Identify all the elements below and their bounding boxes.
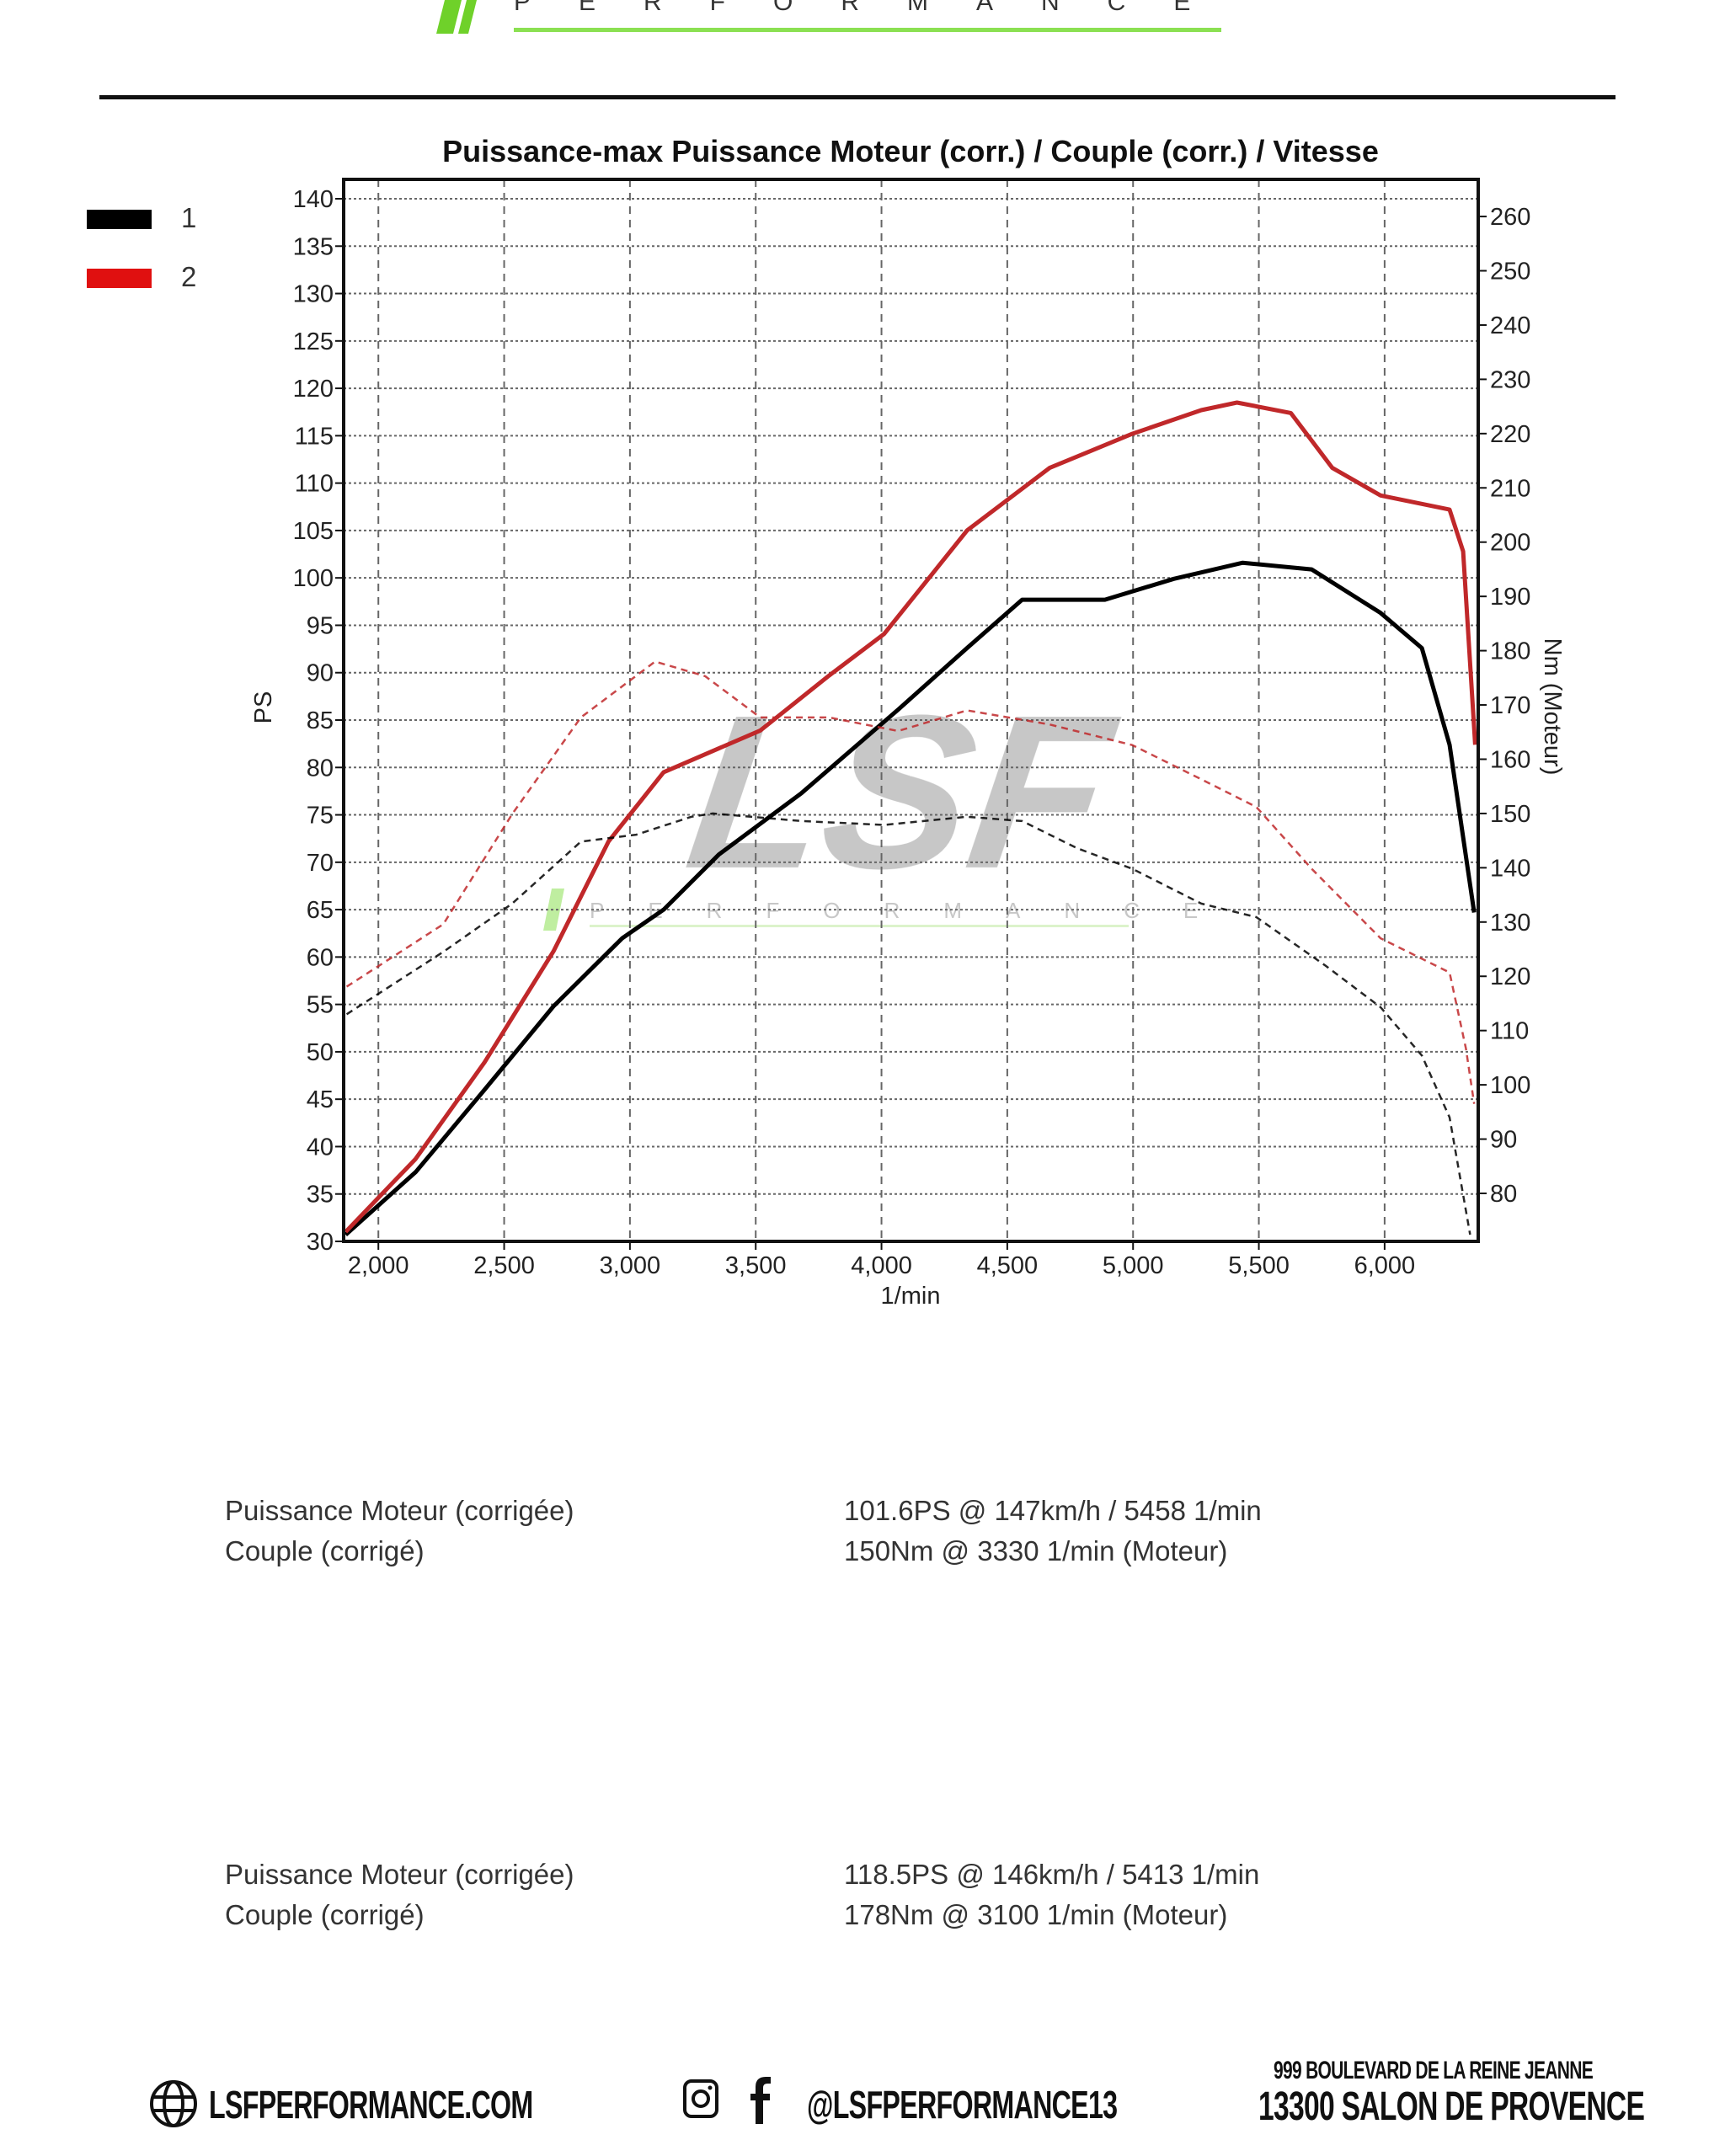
series-1-torque-line [345, 812, 1471, 1235]
y-right-tick-label: 130 [1490, 910, 1530, 937]
series-2-power-line [344, 400, 1477, 1234]
result-label: Puissance Moteur (corrigée) [225, 1859, 574, 1890]
instagram-icon[interactable] [682, 2079, 719, 2119]
y-left-tick-label: 60 [307, 944, 334, 971]
legend-label: 1 [181, 202, 197, 233]
y-right-tick-label: 80 [1490, 1181, 1517, 1208]
y-left-axis-label: PS [250, 691, 277, 724]
y-left-tick-label: 50 [307, 1039, 334, 1066]
result-value: 118.5PS @ 146km/h / 5413 1/min [844, 1859, 1260, 1890]
y-right-tick-label: 190 [1490, 584, 1530, 611]
result-label: Couple (corrigé) [225, 1535, 425, 1566]
series-1-power-line [344, 560, 1477, 1236]
y-left-tick-label: 135 [293, 233, 334, 260]
logo-mark-icon [436, 0, 1221, 34]
y-right-axis-label: Nm (Moteur) [1539, 638, 1566, 776]
series-2-torque-line [345, 660, 1476, 1104]
y-left-tick-label: 75 [307, 803, 334, 830]
y-right-tick-label: 160 [1490, 746, 1530, 773]
watermark-logo: LSF PERFORMANCE [543, 670, 1242, 931]
result-value: 150Nm @ 3330 1/min (Moteur) [844, 1535, 1228, 1566]
result-row: Couple (corrigé) 150Nm @ 3330 1/min (Mote… [225, 1531, 1227, 1572]
social-handle-link[interactable]: @LSFPERFORMANCE13 [807, 2083, 1118, 2127]
y-left-tick-label: 125 [293, 328, 334, 355]
result-value: 178Nm @ 3100 1/min (Moteur) [844, 1899, 1228, 1930]
y-left-tick-label: 105 [293, 518, 334, 545]
dyno-chart: LSF PERFORMANCE 30 35 40 45 50 55 60 65 70 75 80 85… [250, 134, 1566, 1310]
website-link[interactable]: LSFPERFORMANCE.COM [209, 2083, 533, 2127]
y-left-tick-label: 120 [293, 376, 334, 403]
x-tick-label: 3,500 [725, 1252, 787, 1279]
y-right-tick-label: 140 [1490, 855, 1530, 882]
result-row: Puissance Moteur (corrigée) 118.5PS @ 146… [225, 1854, 1259, 1895]
x-tick-label: 2,500 [473, 1252, 535, 1279]
y-right-tick-label: 100 [1490, 1072, 1530, 1099]
y-right-tick-label: 210 [1490, 475, 1530, 502]
result-value: 101.6PS @ 147km/h / 5458 1/min [844, 1495, 1262, 1526]
x-tick-label: 4,500 [977, 1252, 1039, 1279]
plot-frame [342, 178, 1480, 1243]
address-line-2: 13300 SALON DE PROVENCE [1258, 2084, 1645, 2129]
legend-swatch [87, 210, 152, 229]
y-left-tick-label: 90 [307, 660, 334, 687]
y-left-tick-label: 85 [307, 707, 334, 734]
y-left-tick-label: 115 [295, 423, 334, 450]
logo-text: PERFORMANCE [514, 0, 1239, 16]
address-line-1: 999 BOULEVARD DE LA REINE JEANNE [1274, 2057, 1594, 2084]
y-right-tick-label: 250 [1490, 259, 1530, 286]
legend-swatch [87, 269, 152, 288]
y-left-tick-label: 30 [307, 1229, 334, 1256]
legend-label: 2 [181, 261, 197, 292]
footer: LSFPERFORMANCE.COM @LSFPERFORMANCE13 999… [0, 2038, 1725, 2156]
svg-text:PERFORMANCE: PERFORMANCE [590, 898, 1242, 923]
y-right-tick-label: 110 [1490, 1018, 1529, 1045]
result-block-2: Puissance Moteur (corrigée) 118.5PS @ 146… [225, 1854, 1259, 1935]
y-right-tick-label: 120 [1490, 963, 1530, 990]
y-right-tick-label: 170 [1490, 692, 1530, 719]
y-right-tick-label: 220 [1490, 421, 1530, 448]
x-tick-label: 2,000 [348, 1252, 409, 1279]
x-tick-label: 4,000 [851, 1252, 912, 1279]
y-right-tick-label: 150 [1490, 801, 1530, 828]
svg-text:LSF: LSF [676, 670, 1130, 915]
y-right-tick-label: 260 [1490, 204, 1530, 231]
y-left-tick-label: 40 [307, 1134, 334, 1161]
header-divider [99, 95, 1616, 99]
x-tick-label: 6,000 [1354, 1252, 1416, 1279]
y-left-tick-label: 95 [307, 612, 334, 639]
result-block-1: Puissance Moteur (corrigée) 101.6PS @ 147… [225, 1491, 1262, 1572]
x-tick-label: 5,500 [1228, 1252, 1290, 1279]
y-left-tick-label: 80 [307, 755, 334, 782]
y-left-tick-label: 35 [307, 1182, 334, 1209]
x-tick-label: 5,000 [1103, 1252, 1164, 1279]
y-left-tick-label: 130 [293, 281, 334, 308]
y-right-tick-label: 90 [1490, 1127, 1517, 1154]
y-right-tick-label: 180 [1490, 638, 1530, 665]
y-right-tick-label: 230 [1490, 366, 1530, 393]
y-right-tick-label: 240 [1490, 312, 1530, 339]
y-left-tick-label: 100 [293, 565, 334, 592]
globe-icon [150, 2080, 197, 2127]
result-label: Couple (corrigé) [225, 1899, 425, 1930]
y-left-tick-label: 45 [307, 1086, 334, 1113]
chart-title: Puissance-max Puissance Moteur (corr.) /… [442, 134, 1379, 168]
result-row: Puissance Moteur (corrigée) 101.6PS @ 147… [225, 1491, 1262, 1531]
x-axis-label: 1/min [881, 1283, 941, 1310]
y-left-tick-label: 65 [307, 897, 334, 924]
y-left-tick-label: 70 [307, 850, 334, 877]
y-left-tick-label: 140 [293, 186, 334, 213]
facebook-icon[interactable] [748, 2075, 773, 2124]
result-label: Puissance Moteur (corrigée) [225, 1495, 574, 1526]
y-left-tick-label: 110 [295, 471, 334, 498]
result-row: Couple (corrigé) 178Nm @ 3100 1/min (Mote… [225, 1895, 1227, 1935]
x-tick-label: 3,000 [600, 1252, 661, 1279]
header-logo: PERFORMANCE [430, 0, 1221, 38]
y-left-tick-label: 55 [307, 992, 334, 1019]
y-right-tick-label: 200 [1490, 530, 1530, 557]
